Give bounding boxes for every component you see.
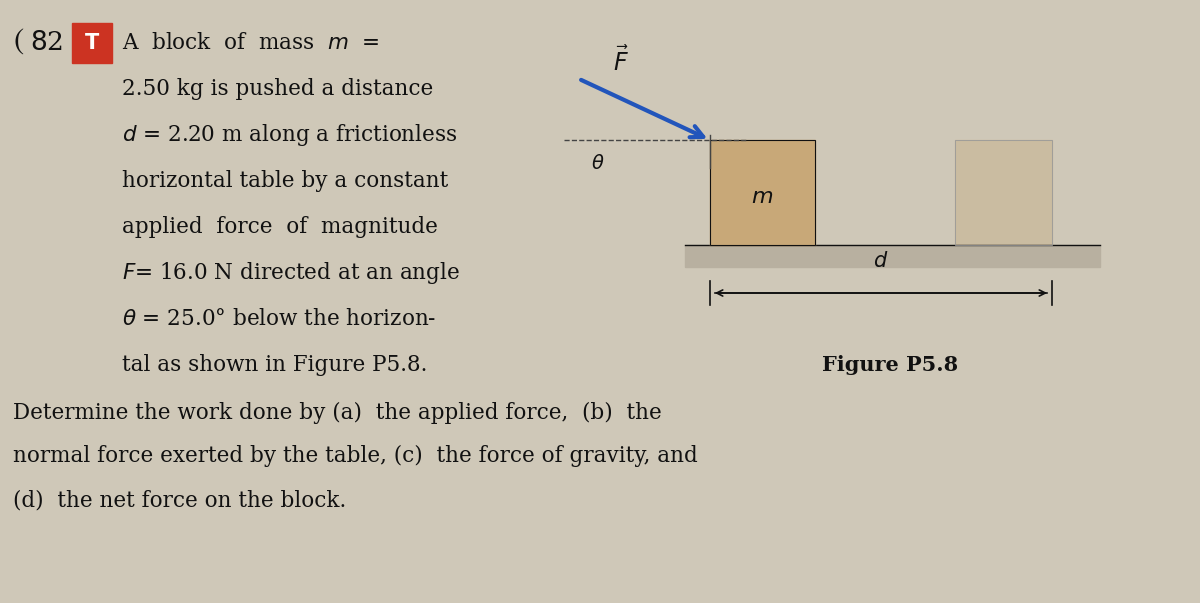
Bar [955, 140, 1052, 245]
Bar [685, 245, 1100, 267]
Text: 2.50 kg is pushed a distance: 2.50 kg is pushed a distance [122, 78, 433, 100]
Text: Determine the work done by (a)  the applied force,  (b)  the: Determine the work done by (a) the appli… [13, 402, 661, 424]
Text: $d$ = 2.20 m along a frictionless: $d$ = 2.20 m along a frictionless [122, 122, 457, 148]
Bar [710, 140, 815, 245]
Text: $\theta$ = 25.0° below the horizon-: $\theta$ = 25.0° below the horizon- [122, 308, 437, 330]
Text: normal force exerted by the table, (c)  the force of gravity, and: normal force exerted by the table, (c) t… [13, 445, 697, 467]
Text: A  block  of  mass  $m$  =: A block of mass $m$ = [122, 32, 379, 54]
Bar [955, 140, 1052, 245]
Text: $\mathit{8}$2: $\mathit{8}$2 [30, 31, 64, 55]
Text: $\theta$: $\theta$ [590, 154, 604, 172]
Text: $\mathcal{(}$: $\mathcal{(}$ [13, 25, 24, 57]
Text: tal as shown in Figure P5.8.: tal as shown in Figure P5.8. [122, 354, 427, 376]
Bar [710, 140, 815, 245]
Text: $F$= 16.0 N directed at an angle: $F$= 16.0 N directed at an angle [122, 260, 460, 286]
Text: applied  force  of  magnitude: applied force of magnitude [122, 216, 438, 238]
Text: $\vec{F}$: $\vec{F}$ [613, 46, 629, 75]
Text: T: T [85, 33, 100, 53]
Bar [72, 23, 112, 63]
Text: horizontal table by a constant: horizontal table by a constant [122, 170, 449, 192]
Text: (d)  the net force on the block.: (d) the net force on the block. [13, 490, 347, 512]
Text: Figure P5.8: Figure P5.8 [822, 355, 958, 375]
Text: $d$: $d$ [874, 251, 889, 271]
Text: $m$: $m$ [751, 186, 774, 209]
